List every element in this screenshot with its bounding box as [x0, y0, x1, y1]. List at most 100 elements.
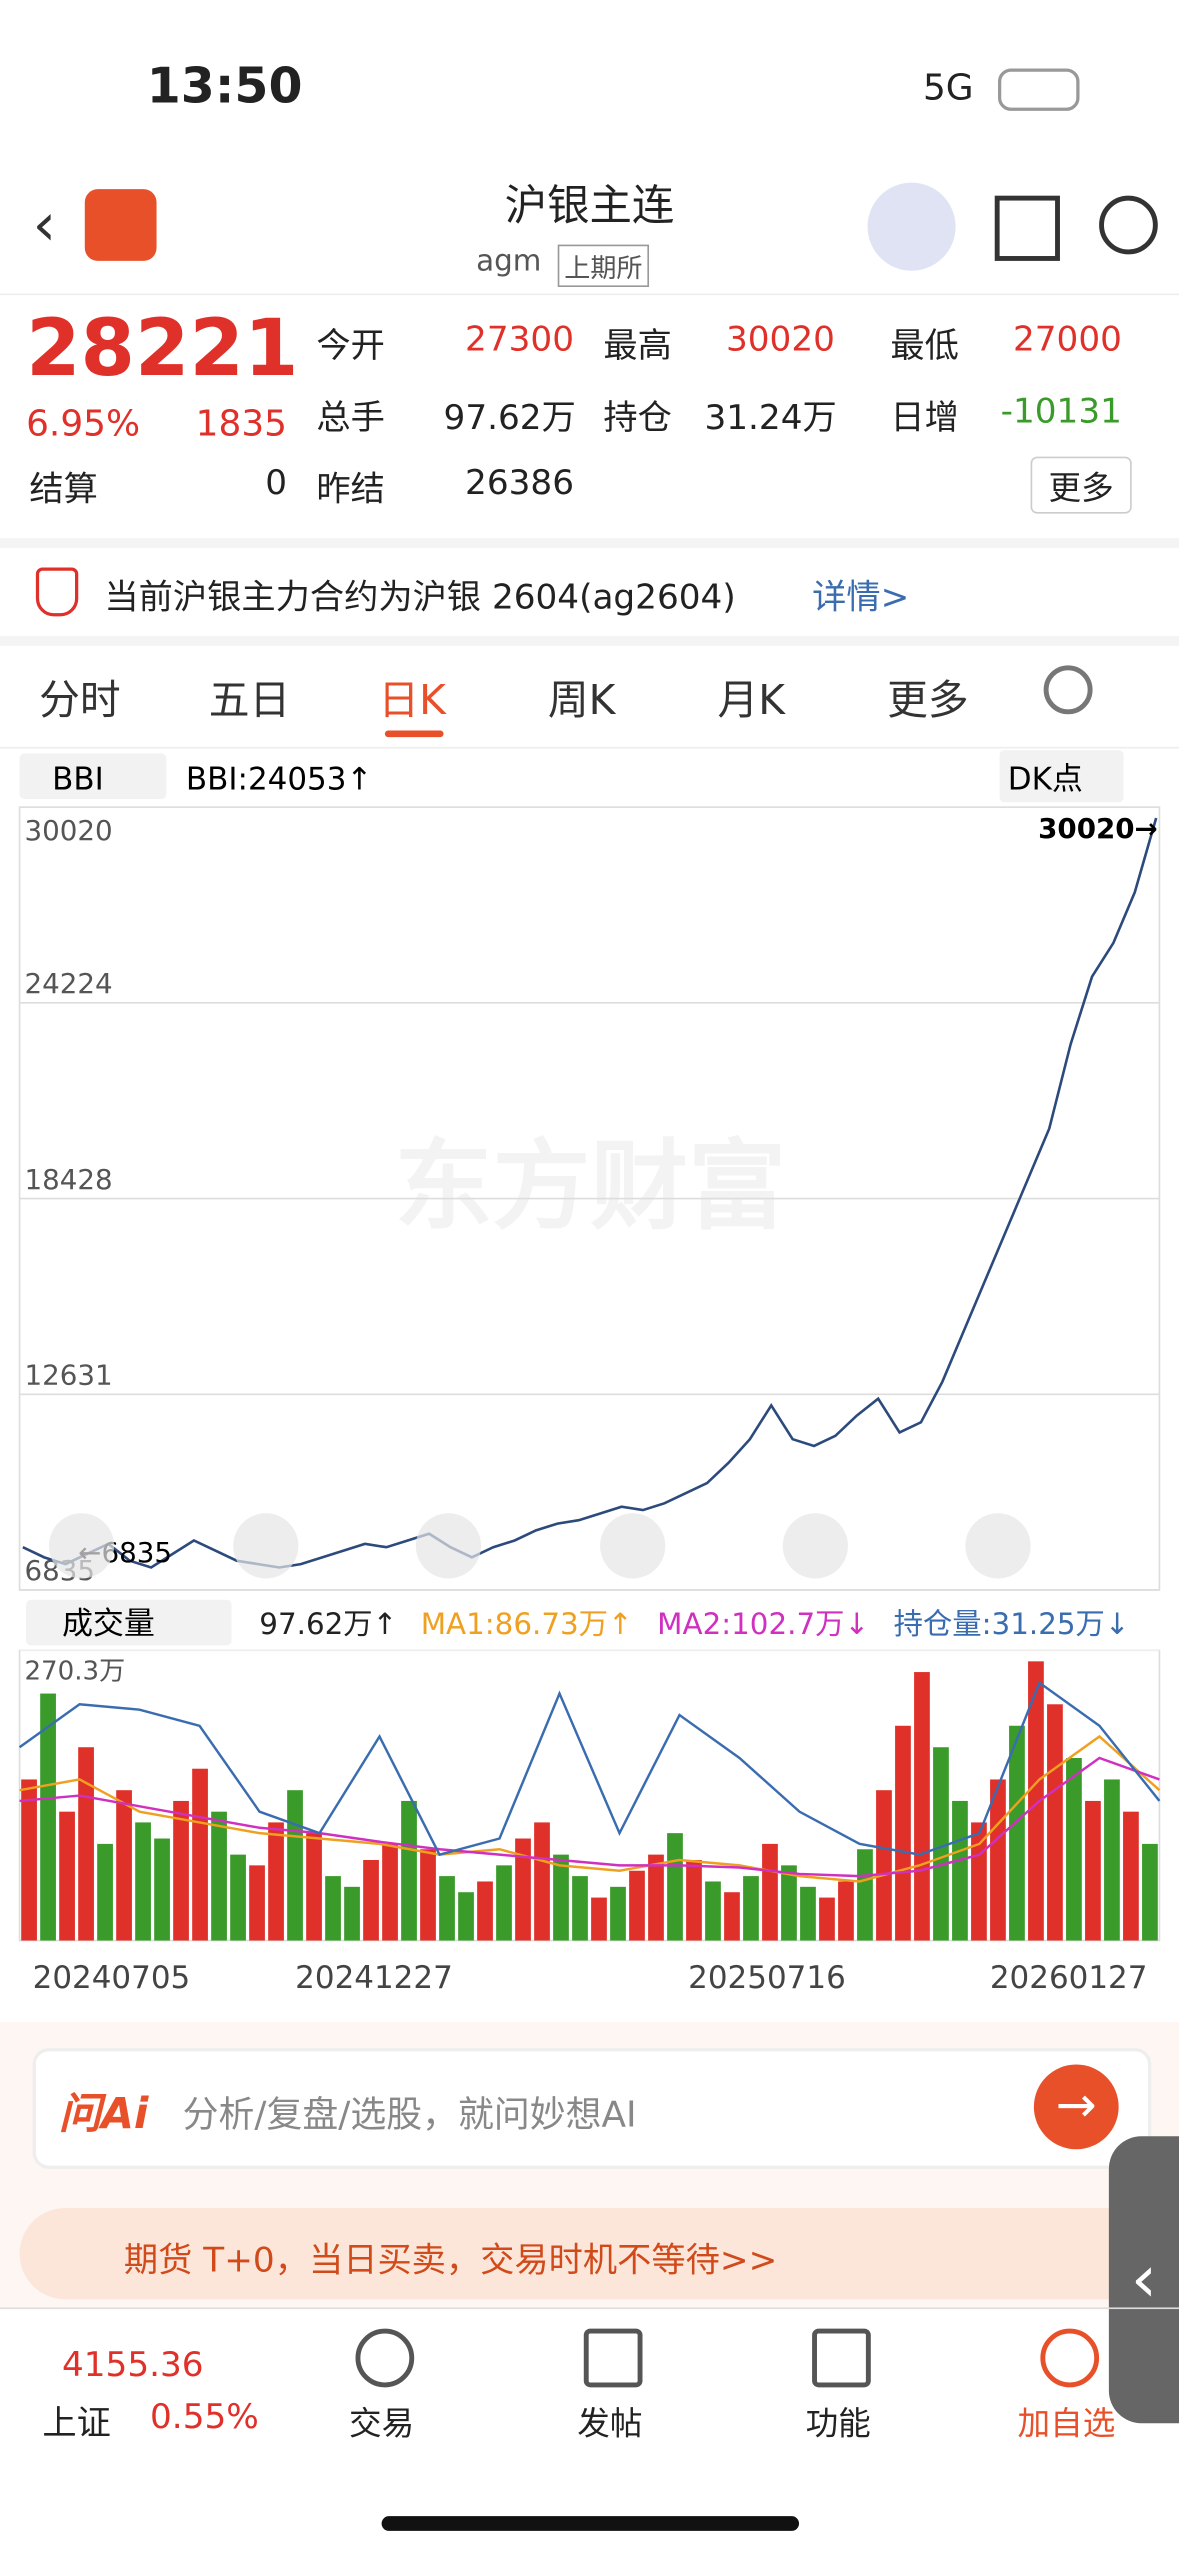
volume-bar	[667, 1833, 683, 1941]
field-label: 最高	[603, 326, 672, 366]
field-label: 日增	[890, 397, 959, 438]
volume-bar	[21, 1779, 37, 1941]
vol-indicator: 成交量	[62, 1606, 155, 1642]
control[interactable]	[48, 1513, 115, 1579]
volume-bar	[819, 1897, 835, 1941]
volume-bar	[1066, 1757, 1082, 1941]
nav-icon[interactable]	[812, 2328, 871, 2388]
notice-link[interactable]: 详情>	[812, 577, 910, 617]
title: 沪银主连	[504, 182, 675, 232]
nav-label[interactable]: 功能	[805, 2403, 871, 2443]
field-value: 26386	[465, 463, 575, 503]
volume-bar	[553, 1854, 569, 1941]
volume-bar	[78, 1747, 94, 1941]
ai-brand: 问Ai	[58, 2090, 149, 2140]
volume-bar	[211, 1811, 227, 1941]
high-label: 30020→	[1038, 812, 1158, 845]
volume-bar	[857, 1849, 873, 1941]
volume-bar	[230, 1854, 246, 1941]
nav-label[interactable]: 发帖	[577, 2403, 643, 2443]
tab[interactable]: 日K	[378, 676, 446, 725]
search[interactable]	[1099, 195, 1158, 255]
volume-bar	[192, 1768, 208, 1941]
volume-bar	[876, 1790, 892, 1941]
vol-oi: 持仓量:31.25万↓	[894, 1607, 1130, 1641]
volume-bar	[268, 1822, 284, 1941]
control[interactable]	[600, 1513, 666, 1579]
volume-bar	[458, 1892, 474, 1941]
field-value: 0	[265, 463, 288, 503]
volume-bar	[477, 1881, 493, 1941]
index-name: 上证	[42, 2403, 111, 2443]
robot[interactable]	[867, 182, 956, 271]
dk-box[interactable]	[999, 750, 1124, 803]
price-line	[22, 817, 1158, 1569]
home-bar	[381, 2516, 800, 2531]
volume-bar	[933, 1747, 949, 1941]
x-date: 20250716	[688, 1960, 846, 1996]
code: agm	[476, 244, 542, 279]
volume-bar	[629, 1870, 645, 1941]
volume-bar	[116, 1790, 132, 1941]
vol-line	[18, 1680, 1161, 1857]
time: 13:50	[146, 58, 303, 116]
indicator-box	[19, 753, 167, 800]
tab[interactable]: 分时	[39, 676, 121, 725]
watermark: 东方财富	[395, 1130, 786, 1244]
x-date: 20241227	[295, 1960, 453, 1996]
volume-bar	[420, 1849, 436, 1941]
control[interactable]	[415, 1513, 482, 1579]
y-tick-label: 24224	[24, 967, 112, 1000]
volume-bar	[705, 1881, 721, 1941]
volume-bar	[895, 1725, 911, 1941]
back[interactable]: ‹	[32, 192, 57, 260]
settings[interactable]	[1043, 665, 1093, 715]
field-value: 30020	[725, 319, 835, 359]
tab[interactable]: 周K	[547, 676, 616, 725]
banner-box[interactable]	[19, 2207, 1162, 2300]
battery	[997, 68, 1080, 111]
field-label: 昨结	[316, 469, 385, 509]
ai-send[interactable]: →	[1033, 2064, 1119, 2150]
control[interactable]	[782, 1513, 848, 1579]
control[interactable]	[233, 1513, 299, 1579]
volume-bar	[648, 1854, 664, 1941]
volume-bar	[382, 1843, 398, 1941]
volume-bar	[1123, 1811, 1139, 1941]
change-pct: 6.95%	[26, 404, 141, 446]
more[interactable]: 更多	[1030, 456, 1132, 514]
nav-icon[interactable]	[355, 2328, 415, 2388]
x-date: 20260127	[990, 1960, 1148, 1996]
volume-bar	[724, 1892, 740, 1941]
tab[interactable]: 月K	[717, 676, 786, 725]
volume-bar	[173, 1800, 189, 1941]
field-value: 97.62万	[443, 397, 576, 438]
volume-bar	[306, 1833, 322, 1941]
volume-bar	[952, 1800, 968, 1941]
side-tab[interactable]: ‹	[1108, 2136, 1179, 2424]
field-label: 今开	[316, 326, 385, 366]
ai-box[interactable]	[32, 2048, 1152, 2169]
volume-bar	[572, 1876, 588, 1941]
price: 28221	[26, 303, 299, 395]
nav-icon[interactable]	[1040, 2328, 1100, 2388]
network: 5G	[922, 68, 974, 110]
volume-bar	[1047, 1704, 1063, 1941]
volume-bar	[363, 1859, 379, 1941]
vol-line	[19, 1734, 1161, 1883]
volume-bar	[914, 1672, 930, 1941]
control[interactable]	[965, 1513, 1031, 1579]
volume-bar	[838, 1881, 854, 1941]
share[interactable]	[994, 195, 1060, 261]
volume-bar	[1104, 1779, 1120, 1941]
field-value: 27300	[465, 319, 575, 359]
nav-label[interactable]: 交易	[348, 2403, 415, 2443]
nav-icon[interactable]	[583, 2328, 643, 2388]
nav-label[interactable]: 加自选	[1017, 2403, 1116, 2443]
volume-bar	[534, 1822, 550, 1941]
tab[interactable]: 更多	[887, 676, 969, 725]
volume-bar	[781, 1865, 797, 1941]
tab[interactable]: 五日	[208, 676, 291, 725]
volume-bar	[439, 1876, 455, 1941]
banner: 期货 T+0，当日买卖，交易时机不等待>>	[123, 2240, 778, 2280]
